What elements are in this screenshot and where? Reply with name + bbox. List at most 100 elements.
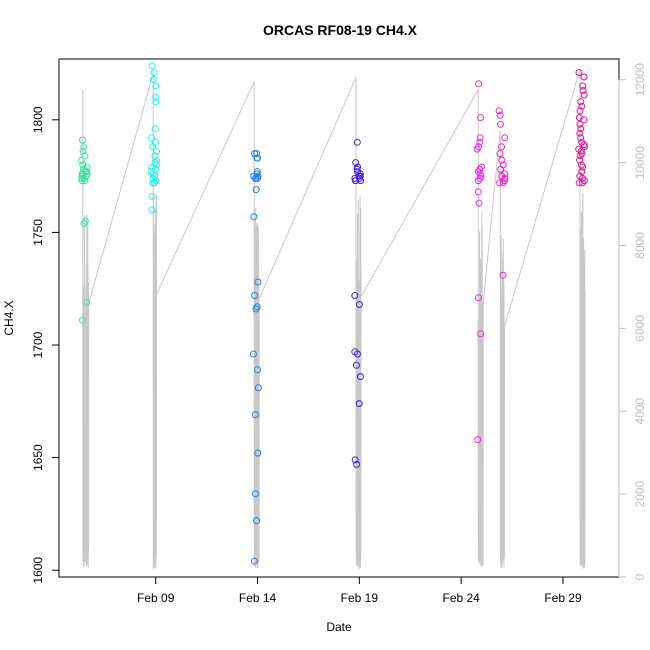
y2-tick-label: 4000 — [633, 398, 647, 425]
y2-tick-label: 12000 — [633, 63, 647, 97]
x-axis-label: Date — [326, 620, 352, 634]
data-point — [474, 294, 482, 302]
data-point — [577, 98, 585, 106]
x-axis: Feb 09 Feb 14 Feb 19 Feb 24 Feb 29 — [137, 576, 582, 605]
data-point — [251, 490, 259, 498]
chart-title: ORCAS RF08-19 CH4.X — [263, 22, 418, 38]
y-tick-label: 1800 — [31, 106, 45, 133]
data-point — [499, 271, 507, 279]
data-point — [575, 69, 583, 76]
x-tick-label: Feb 24 — [443, 591, 481, 605]
data-point — [83, 298, 91, 306]
y2-tick-label: 6000 — [633, 315, 647, 342]
y-tick-label: 1600 — [31, 557, 45, 584]
data-point — [578, 168, 586, 176]
data-point — [578, 179, 586, 187]
data-point — [150, 69, 158, 76]
data-point — [351, 292, 359, 299]
data-point — [148, 163, 156, 171]
data-point — [353, 138, 361, 146]
x-tick-label: Feb 14 — [239, 591, 277, 605]
data-point — [477, 114, 485, 122]
data-point — [476, 174, 484, 182]
data-point — [477, 330, 485, 338]
data-point — [251, 174, 259, 182]
data-point — [355, 400, 363, 408]
data-point — [78, 177, 86, 185]
data-point — [356, 373, 364, 381]
data-point — [253, 517, 261, 525]
data-point — [577, 134, 585, 142]
data-point — [81, 177, 89, 185]
plot-frame — [58, 58, 620, 578]
data-point — [476, 138, 484, 146]
y-tick-label: 1700 — [31, 331, 45, 358]
data-point — [351, 177, 359, 185]
data-point — [354, 350, 361, 358]
data-point — [498, 156, 506, 164]
data-point — [254, 278, 262, 286]
data-point — [475, 199, 483, 207]
data-point — [79, 136, 86, 144]
data-point — [81, 152, 89, 160]
data-point — [576, 107, 584, 115]
altitude-layer — [82, 69, 586, 569]
data-point — [352, 159, 360, 167]
data-point — [253, 168, 261, 176]
data-point — [148, 192, 156, 200]
data-point — [254, 154, 261, 162]
data-point — [579, 163, 587, 171]
data-point — [496, 111, 504, 119]
data-point — [576, 129, 584, 137]
data-point — [473, 145, 481, 153]
data-point — [152, 98, 160, 106]
data-point — [497, 165, 505, 173]
data-point — [576, 120, 584, 128]
data-point — [357, 177, 364, 185]
data-point — [148, 134, 156, 142]
y-tick-label: 1750 — [31, 219, 45, 246]
y2-tick-label: 10000 — [633, 146, 647, 180]
data-point — [474, 177, 482, 185]
data-point — [149, 179, 157, 187]
data-points-layer — [78, 62, 588, 565]
data-point — [150, 75, 157, 83]
data-point — [498, 143, 506, 151]
data-point — [79, 161, 87, 169]
data-point — [151, 152, 159, 160]
data-point — [148, 62, 156, 70]
data-point — [499, 179, 507, 187]
data-point — [580, 91, 588, 99]
data-point — [578, 150, 586, 158]
data-point — [153, 147, 161, 155]
data-point — [252, 186, 260, 194]
data-point — [254, 449, 262, 457]
data-point — [495, 107, 503, 115]
data-point — [79, 316, 86, 324]
data-point — [148, 206, 156, 214]
data-point — [80, 219, 88, 227]
y-axis-right: 0 2000 4000 6000 8000 10000 12000 — [618, 63, 647, 580]
y2-tick-label: 8000 — [633, 232, 647, 259]
data-point — [577, 125, 585, 133]
data-point — [579, 82, 587, 90]
y-axis-left: 1600 1650 1700 1750 1800 — [31, 106, 60, 584]
data-point — [152, 82, 160, 90]
x-tick-label: Feb 29 — [544, 591, 582, 605]
data-point — [254, 384, 262, 392]
altitude-trace — [82, 69, 586, 569]
data-point — [151, 125, 159, 133]
data-point — [253, 150, 261, 158]
data-point — [249, 350, 257, 358]
y2-tick-label: 0 — [633, 573, 647, 580]
data-point — [254, 174, 262, 182]
data-point — [575, 179, 583, 187]
data-point — [576, 156, 584, 164]
data-point — [149, 143, 157, 151]
data-point — [580, 73, 588, 81]
data-point — [580, 116, 588, 124]
data-point — [252, 305, 260, 313]
data-point — [250, 557, 258, 565]
data-point — [474, 436, 482, 444]
